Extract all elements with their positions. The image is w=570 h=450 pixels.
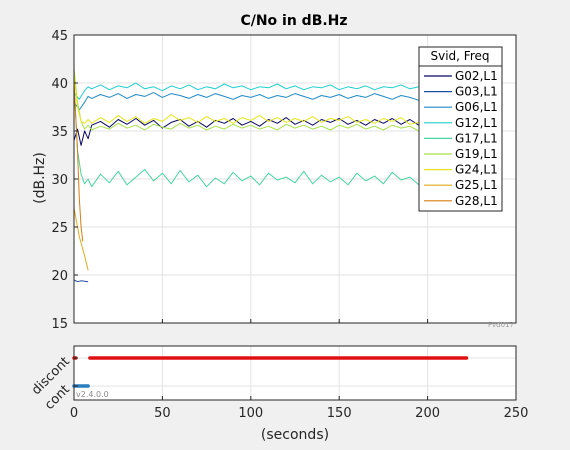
legend-box (418, 46, 503, 212)
y-tick-label: 15 (51, 317, 68, 332)
legend-title: Svid, Freq (431, 49, 490, 63)
legend-label: G28,L1 (455, 194, 498, 208)
y-tick-label: 40 (51, 77, 68, 92)
legend-label: G06,L1 (455, 100, 498, 114)
series-line-g28-l1 (73, 82, 84, 242)
series-line-g12-l1 (73, 82, 419, 100)
x-ticks: 0 50 100 150 200 250 (70, 396, 529, 421)
x-tick-label: 50 (154, 406, 171, 421)
legend-label: G12,L1 (455, 116, 498, 130)
series-group (73, 68, 420, 283)
series-line-g06-l1 (73, 92, 419, 111)
x-tick-label: 200 (415, 406, 440, 421)
series-line-g17-l1 (73, 82, 420, 188)
x-tick-label: 0 (70, 406, 78, 421)
series-line-g24-l1 (73, 73, 419, 125)
legend-label: G17,L1 (455, 131, 498, 145)
series-line-g25-l1 (73, 207, 89, 271)
x-tick-label: 150 (327, 406, 352, 421)
version-label: v2.4.0.0 (76, 390, 109, 399)
cno-chart: C/No in dB.Hz 15 20 25 30 35 40 45 (dB.Hz) Fvd… (32, 13, 517, 332)
y-axis-label: (dB.Hz) (32, 152, 48, 204)
series-line-g19-l1 (73, 68, 420, 132)
x-tick-label: 100 (238, 406, 263, 421)
legend-label: G25,L1 (455, 178, 498, 192)
y-tick-label: 25 (51, 221, 68, 236)
chart-title: C/No in dB.Hz (240, 13, 347, 29)
legend-label: G24,L1 (455, 163, 498, 177)
series-line-g03-l1 (73, 279, 89, 283)
y-tick-label: 30 (51, 173, 68, 188)
y-ticks: 15 20 25 30 35 40 45 (51, 29, 517, 332)
series-line-g02-l1 (73, 117, 420, 146)
continuity-plot-border (73, 345, 517, 401)
y-tick-label: 45 (51, 29, 68, 44)
legend-label: G02,L1 (455, 69, 498, 83)
continuity-plot-area (74, 346, 516, 400)
watermark: Fvd017 (488, 321, 514, 329)
x-axis-label: (seconds) (261, 427, 329, 443)
legend-label: G19,L1 (455, 147, 498, 161)
y-tick-label: 35 (51, 125, 68, 140)
legend-label: G03,L1 (455, 85, 498, 99)
x-tick-label: 250 (504, 406, 529, 421)
y-tick-label: 20 (51, 269, 68, 284)
